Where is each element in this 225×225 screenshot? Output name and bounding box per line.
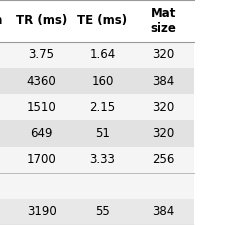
Text: 51: 51	[95, 127, 110, 140]
Text: 3190: 3190	[27, 205, 56, 218]
Bar	[0, 173, 194, 199]
Text: 1700: 1700	[27, 153, 56, 166]
Text: 55: 55	[95, 205, 110, 218]
Text: 649: 649	[30, 127, 53, 140]
Text: 384: 384	[152, 205, 174, 218]
Text: 320: 320	[152, 101, 174, 114]
Bar	[0, 94, 194, 120]
Text: 3.33: 3.33	[90, 153, 115, 166]
Text: 320: 320	[152, 48, 174, 61]
Text: 384: 384	[152, 75, 174, 88]
Text: 1.64: 1.64	[89, 48, 115, 61]
Bar	[0, 199, 194, 225]
Bar	[0, 68, 194, 94]
Text: 1510: 1510	[27, 101, 56, 114]
Text: 4360: 4360	[27, 75, 56, 88]
Text: TE (ms): TE (ms)	[77, 14, 127, 27]
Bar	[0, 0, 194, 42]
Text: 160: 160	[91, 75, 114, 88]
Text: 320: 320	[152, 127, 174, 140]
Bar	[0, 146, 194, 173]
Bar	[0, 120, 194, 146]
Text: 2.15: 2.15	[89, 101, 115, 114]
Text: TR (ms): TR (ms)	[16, 14, 67, 27]
Text: 256: 256	[152, 153, 174, 166]
Text: n: n	[0, 14, 2, 27]
Text: Mat
size: Mat size	[150, 7, 176, 35]
Bar	[0, 42, 194, 68]
Text: 3.75: 3.75	[29, 48, 55, 61]
